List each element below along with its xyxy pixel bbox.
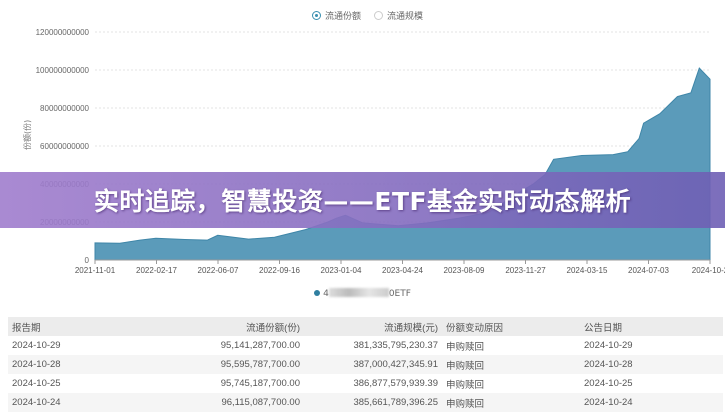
table-row: 2024-10-24 96,115,087,700.00 385,661,789,3… — [8, 393, 723, 412]
col-announce-date: 公告日期 — [580, 317, 723, 336]
banner-title: 实时追踪，智慧投资——ETF基金实时动态解析 — [93, 187, 632, 216]
x-tick-label: 2023-08-09 — [444, 266, 485, 275]
table-cell: 2024-10-24 — [580, 393, 723, 412]
y-axis-label: 份额(份) — [23, 119, 32, 150]
table-cell: 2024-10-25 — [12, 378, 61, 389]
series-dot-icon — [314, 290, 321, 296]
table-cell: 申购赎回 — [442, 355, 580, 374]
table-cell: 2024-10-24 — [8, 393, 186, 412]
table-cell: 95,141,287,700.00 — [220, 340, 300, 351]
title-banner: 实时追踪，智慧投资——ETF基金实时动态解析 — [0, 172, 725, 228]
y-tick-label: 100000000000 — [36, 66, 90, 75]
area-chart: 0200000000004000000000060000000000800000… — [36, 28, 725, 275]
series-name-prefix: 4 — [323, 289, 329, 299]
x-tick-label: 2022-02-17 — [136, 266, 177, 275]
table-cell: 386,877,579,939.39 — [353, 378, 438, 389]
table-cell: 95,595,787,700.00 — [186, 355, 304, 374]
x-tick-label: 2024-03-15 — [567, 266, 608, 275]
series-name-suffix: 0ETF — [388, 289, 411, 299]
col-report-date: 报告期 — [8, 317, 186, 336]
x-tick-label: 2021-11-01 — [75, 266, 116, 275]
radio-selected-icon[interactable] — [312, 11, 322, 20]
x-tick-label: 2022-09-16 — [259, 266, 300, 275]
table-cell: 2024-10-29 — [584, 340, 633, 351]
col-reason: 份额变动原因 — [442, 317, 580, 336]
table-cell: 2024-10-25 — [584, 378, 633, 389]
x-tick-label: 2023-04-24 — [382, 266, 423, 275]
y-tick-label: 80000000000 — [40, 104, 89, 113]
y-tick-label: 60000000000 — [40, 142, 89, 151]
share-table: 报告期 流通份额(份) 流通规模(元) 份额变动原因 公告日期 2024-10-… — [8, 317, 723, 412]
y-tick-label: 0 — [85, 256, 90, 265]
x-tick-label: 2023-01-04 — [321, 266, 362, 275]
legend-option-shares[interactable]: 流通份额 — [302, 11, 362, 22]
table-header-row: 报告期 流通份额(份) 流通规模(元) 份额变动原因 公告日期 — [8, 317, 723, 336]
table-cell: 387,000,427,345.91 — [304, 355, 442, 374]
series-area — [94, 67, 711, 261]
radio-unselected-icon[interactable] — [373, 11, 383, 20]
x-tick-label: 2023-11-27 — [505, 266, 546, 275]
table-row: 2024-10-29 95,141,287,700.00 381,335,795,2… — [8, 336, 723, 355]
series-legend: 4 0ETF — [0, 288, 725, 299]
col-scale: 流通规模(元) — [304, 317, 442, 336]
table-cell: 96,115,087,700.00 — [186, 393, 304, 412]
x-tick-label: 2024-07-03 — [628, 266, 669, 275]
x-tick-label: 2022-06-07 — [198, 266, 239, 275]
blurred-fund-name — [328, 288, 389, 297]
table-cell: 申购赎回 — [442, 393, 580, 412]
legend-option-label: 流通规模 — [386, 12, 423, 22]
table-cell: 95,745,187,700.00 — [220, 378, 300, 389]
legend-option-scale[interactable]: 流通规模 — [364, 11, 423, 22]
table-cell: 2024-10-28 — [580, 355, 723, 374]
x-tick-label: 2024-10-2 — [692, 266, 725, 275]
table-cell: 申购赎回 — [446, 379, 485, 391]
y-tick-label: 120000000000 — [36, 28, 90, 37]
table-cell: 2024-10-28 — [8, 355, 186, 374]
table-cell: 申购赎回 — [446, 341, 485, 353]
table-cell: 381,335,795,230.37 — [353, 340, 438, 351]
table-cell: 2024-10-29 — [12, 340, 61, 351]
col-shares: 流通份额(份) — [186, 317, 304, 336]
legend-option-label: 流通份额 — [325, 12, 362, 22]
chart-legend-toggle: 流通份额 流通规模 — [0, 9, 725, 22]
table-cell: 385,661,789,396.25 — [304, 393, 442, 412]
table-row: 2024-10-25 95,745,187,700.00 386,877,579,9… — [8, 374, 723, 393]
table-row: 2024-10-28 95,595,787,700.00 387,000,427,3… — [8, 355, 723, 374]
